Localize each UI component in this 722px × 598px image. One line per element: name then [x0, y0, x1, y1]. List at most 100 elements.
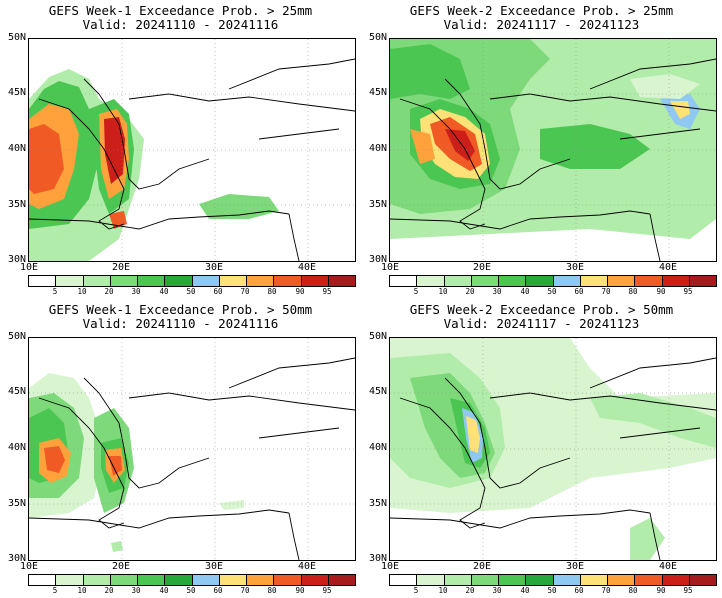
map-area [389, 337, 717, 561]
colorbar-swatch [192, 575, 220, 585]
colorbar-swatch [499, 575, 527, 585]
colorbar-tick: 60 [574, 287, 584, 296]
panel-title: GEFS Week-1 Exceedance Prob. > 25mm [48, 3, 313, 18]
colorbar-swatch [247, 575, 275, 585]
panel-week2-25mm: GEFS Week-2 Exceedance Prob. > 25mm Vali… [361, 0, 722, 299]
map-area [28, 337, 356, 561]
colorbar-swatch [417, 575, 445, 585]
lon-label: 20E [112, 262, 131, 273]
colorbar-tick: 50 [186, 287, 196, 296]
colorbar-swatch [499, 276, 527, 286]
lon-label: 40E [298, 262, 317, 273]
colorbar-tick: 20 [465, 586, 475, 595]
colorbar-swatch [247, 276, 275, 286]
panel-valid-dates: Valid: 20241117 - 20241123 [443, 316, 640, 331]
panel-title: GEFS Week-1 Exceedance Prob. > 50mm [48, 302, 313, 317]
lat-label: 40N [7, 442, 26, 453]
colorbar-tick: 30 [131, 287, 141, 296]
colorbar [389, 574, 717, 586]
colorbar-swatch [635, 276, 663, 286]
colorbar-tick: 5 [52, 586, 58, 595]
lat-label: 40N [368, 442, 387, 453]
lon-label: 20E [112, 561, 131, 572]
graticule [29, 39, 355, 261]
lat-label: 40N [7, 143, 26, 154]
colorbar-tick: 60 [213, 586, 223, 595]
colorbar-swatch [83, 276, 111, 286]
colorbar-tick: 5 [52, 287, 58, 296]
lon-label: 10E [381, 561, 400, 572]
colorbar-tick: 70 [601, 287, 611, 296]
lat-label: 45N [7, 386, 26, 397]
lon-label: 30E [205, 262, 224, 273]
lon-label: 30E [566, 262, 585, 273]
colorbar-tick: 20 [465, 287, 475, 296]
colorbar-tick: 5 [413, 586, 419, 595]
colorbar-swatch [29, 276, 57, 286]
colorbar-swatch [138, 276, 166, 286]
colorbar [28, 574, 356, 586]
colorbar-swatch [219, 276, 247, 286]
panel-week1-25mm: GEFS Week-1 Exceedance Prob. > 25mm Vali… [0, 0, 361, 299]
colorbar [28, 275, 356, 287]
colorbar-tick: 50 [186, 586, 196, 595]
colorbar-swatch [608, 276, 636, 286]
graticule [390, 338, 716, 560]
lon-label: 20E [473, 262, 492, 273]
lon-label: 30E [205, 561, 224, 572]
colorbar-swatch [83, 575, 111, 585]
colorbar-tick: 30 [131, 586, 141, 595]
lat-label: 35N [368, 199, 387, 210]
colorbar-tick: 70 [601, 586, 611, 595]
colorbar-swatch [328, 575, 355, 585]
map-area [389, 38, 717, 262]
lat-label: 45N [7, 87, 26, 98]
colorbar-tick: 90 [295, 586, 305, 595]
colorbar-tick: 80 [628, 287, 638, 296]
colorbar-swatch [580, 575, 608, 585]
colorbar-tick: 90 [295, 287, 305, 296]
colorbar-swatch [417, 276, 445, 286]
lon-label: 20E [473, 561, 492, 572]
lat-label: 50N [7, 32, 26, 43]
colorbar-tick: 90 [656, 586, 666, 595]
colorbar-swatch [110, 276, 138, 286]
colorbar-swatch [390, 276, 418, 286]
colorbar-swatch [635, 575, 663, 585]
colorbar-tick: 95 [322, 586, 332, 595]
colorbar-swatch [56, 276, 84, 286]
colorbar-swatch [608, 575, 636, 585]
colorbar-tick: 80 [628, 586, 638, 595]
colorbar-tick: 70 [240, 287, 250, 296]
colorbar-tick: 10 [77, 287, 87, 296]
colorbar-swatch [526, 276, 554, 286]
lon-label: 30E [566, 561, 585, 572]
colorbar-swatch [56, 575, 84, 585]
colorbar-tick: 10 [438, 586, 448, 595]
colorbar-tick: 20 [104, 287, 114, 296]
lat-label: 50N [368, 331, 387, 342]
colorbar-swatch [444, 276, 472, 286]
map-area [28, 38, 356, 262]
lat-label: 50N [7, 331, 26, 342]
colorbar-swatch [274, 276, 302, 286]
colorbar-tick: 80 [267, 287, 277, 296]
colorbar-swatch [29, 575, 57, 585]
lon-label: 40E [659, 561, 678, 572]
colorbar-swatch [165, 575, 193, 585]
colorbar-swatch [192, 276, 220, 286]
colorbar-swatch [553, 575, 581, 585]
lon-label: 10E [381, 262, 400, 273]
colorbar-swatch [165, 276, 193, 286]
colorbar-tick: 95 [322, 287, 332, 296]
coastlines [390, 357, 716, 560]
colorbar-swatch [444, 575, 472, 585]
colorbar-swatch [471, 575, 499, 585]
colorbar-tick: 60 [213, 287, 223, 296]
colorbar-tick: 70 [240, 586, 250, 595]
lat-label: 45N [368, 386, 387, 397]
colorbar-swatch [689, 575, 716, 585]
colorbar-swatch [662, 575, 690, 585]
panel-week2-50mm: GEFS Week-2 Exceedance Prob. > 50mm Vali… [361, 299, 722, 598]
colorbar-swatch [274, 575, 302, 585]
